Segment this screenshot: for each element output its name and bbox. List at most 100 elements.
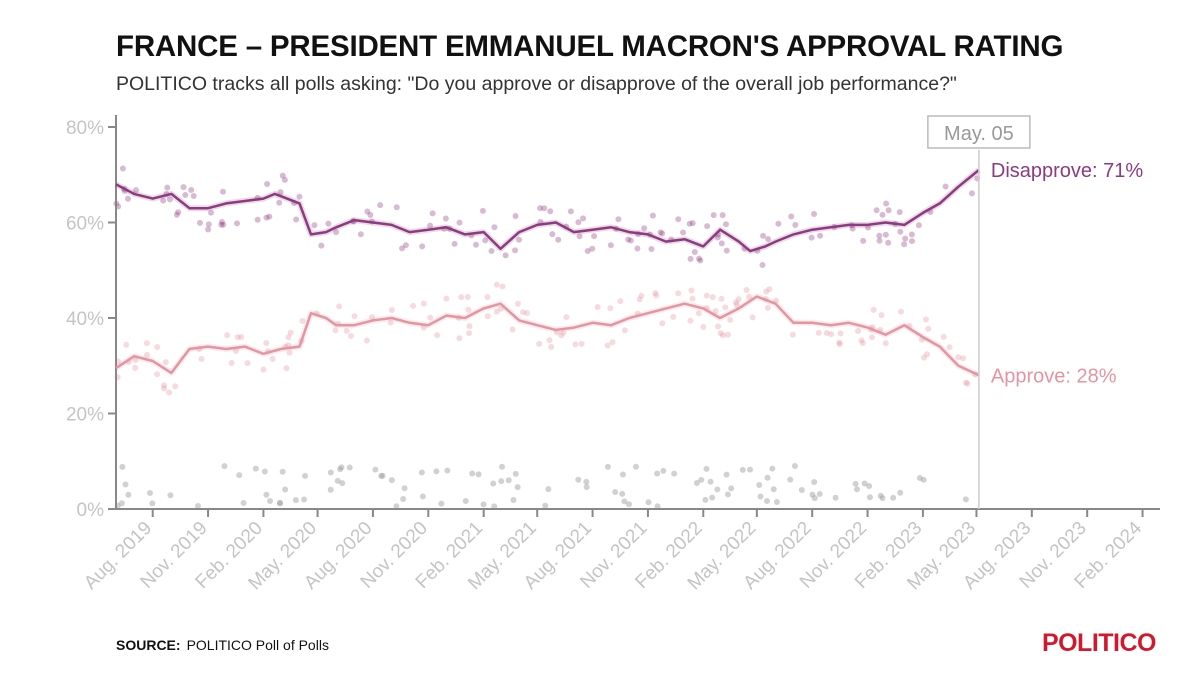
poll-dot-no-opinion bbox=[866, 494, 873, 501]
poll-dot bbox=[296, 193, 303, 200]
poll-dot bbox=[828, 331, 835, 338]
poll-dot bbox=[763, 288, 770, 295]
poll-dot bbox=[166, 389, 173, 396]
poll-dot bbox=[286, 349, 293, 356]
poll-dot bbox=[541, 205, 548, 212]
poll-dot-no-opinion bbox=[118, 500, 125, 507]
poll-dot-no-opinion bbox=[346, 464, 353, 471]
series-line bbox=[115, 169, 980, 253]
poll-dot bbox=[224, 332, 231, 339]
poll-dot bbox=[897, 228, 904, 235]
poll-dot bbox=[946, 344, 953, 351]
poll-dot-no-opinion bbox=[714, 486, 721, 493]
poll-dot bbox=[133, 187, 140, 194]
poll-dot bbox=[715, 323, 722, 330]
poll-dot bbox=[143, 340, 150, 347]
poll-dot bbox=[634, 245, 641, 252]
poll-dot-no-opinion bbox=[393, 503, 400, 510]
poll-dot bbox=[451, 240, 458, 247]
poll-dot bbox=[497, 305, 504, 312]
poll-dot bbox=[196, 219, 203, 226]
poll-dot bbox=[837, 330, 844, 337]
poll-dot-no-opinion bbox=[221, 463, 228, 470]
poll-dot bbox=[659, 320, 666, 327]
poll-dot-no-opinion bbox=[379, 472, 386, 479]
poll-dot-no-opinion bbox=[798, 487, 805, 494]
poll-dot bbox=[849, 225, 856, 232]
poll-dot bbox=[883, 200, 890, 207]
poll-dot-no-opinion bbox=[279, 468, 286, 475]
poll-dot-no-opinion bbox=[897, 489, 904, 496]
poll-dot bbox=[697, 257, 704, 264]
series-line bbox=[115, 295, 980, 377]
poll-dot bbox=[443, 295, 450, 302]
poll-dot bbox=[205, 221, 212, 228]
poll-dot bbox=[960, 355, 967, 362]
poll-dot bbox=[369, 314, 376, 321]
poll-dot-no-opinion bbox=[302, 472, 309, 479]
poll-dot bbox=[680, 229, 687, 236]
poll-dot-no-opinion bbox=[378, 472, 385, 479]
poll-dot bbox=[124, 195, 131, 202]
poll-dot bbox=[873, 207, 880, 214]
poll-dot bbox=[182, 192, 189, 199]
date-marker-box bbox=[927, 115, 1031, 149]
poll-dot bbox=[836, 341, 843, 348]
poll-dot-no-opinion bbox=[890, 494, 897, 501]
poll-dot-no-opinion bbox=[419, 493, 426, 500]
poll-dot bbox=[493, 281, 500, 288]
poll-dot-no-opinion bbox=[125, 491, 132, 498]
poll-dot bbox=[466, 323, 473, 330]
poll-dot-no-opinion bbox=[728, 485, 735, 492]
poll-dot bbox=[746, 293, 753, 300]
poll-dot bbox=[817, 232, 824, 239]
poll-dot-no-opinion bbox=[763, 498, 770, 505]
poll-dot-no-opinion bbox=[327, 469, 334, 476]
poll-dot bbox=[638, 292, 645, 299]
poll-dot bbox=[427, 314, 434, 321]
poll-dot bbox=[636, 296, 643, 303]
poll-dot bbox=[515, 236, 522, 243]
poll-dot bbox=[333, 229, 340, 236]
poll-dot-no-opinion bbox=[252, 465, 259, 472]
poll-dot bbox=[695, 310, 702, 317]
poll-dot bbox=[687, 255, 694, 262]
poll-dot-no-opinion bbox=[660, 467, 667, 474]
poll-dot bbox=[722, 304, 729, 311]
poll-dot bbox=[648, 246, 655, 253]
poll-dot-no-opinion bbox=[400, 495, 407, 502]
poll-dot bbox=[686, 220, 693, 227]
poll-dot bbox=[792, 222, 799, 229]
poll-dot bbox=[691, 248, 698, 255]
poll-dot bbox=[220, 221, 227, 228]
poll-dot bbox=[427, 222, 434, 229]
poll-dot bbox=[162, 359, 169, 366]
poll-dot bbox=[712, 308, 719, 315]
poll-dot bbox=[399, 245, 406, 252]
poll-dot-no-opinion bbox=[261, 468, 268, 475]
poll-dot bbox=[649, 212, 656, 219]
poll-dot bbox=[190, 192, 197, 199]
poll-dot bbox=[722, 221, 729, 228]
poll-dot bbox=[560, 329, 567, 336]
poll-dot bbox=[283, 365, 290, 372]
poll-dot bbox=[472, 241, 479, 248]
poll-dot bbox=[351, 313, 358, 320]
poll-dot-no-opinion bbox=[498, 478, 505, 485]
poll-dot-no-opinion bbox=[545, 486, 552, 493]
poll-dot bbox=[607, 305, 614, 312]
poll-dot bbox=[318, 242, 325, 249]
poll-dot bbox=[493, 308, 500, 315]
poll-dot-no-opinion bbox=[787, 476, 794, 483]
poll-dot bbox=[208, 209, 215, 216]
poll-dot bbox=[815, 329, 822, 336]
poll-dot bbox=[760, 232, 767, 239]
poll-dot bbox=[724, 331, 731, 338]
politico-logo: POLITICO bbox=[1041, 629, 1157, 657]
chart-subtitle: POLITICO tracks all polls asking: "Do yo… bbox=[116, 73, 957, 95]
poll-dot bbox=[279, 172, 286, 179]
poll-dot-no-opinion bbox=[388, 477, 395, 484]
poll-dot bbox=[687, 317, 694, 324]
poll-dot bbox=[575, 219, 582, 226]
poll-dot bbox=[594, 303, 601, 310]
